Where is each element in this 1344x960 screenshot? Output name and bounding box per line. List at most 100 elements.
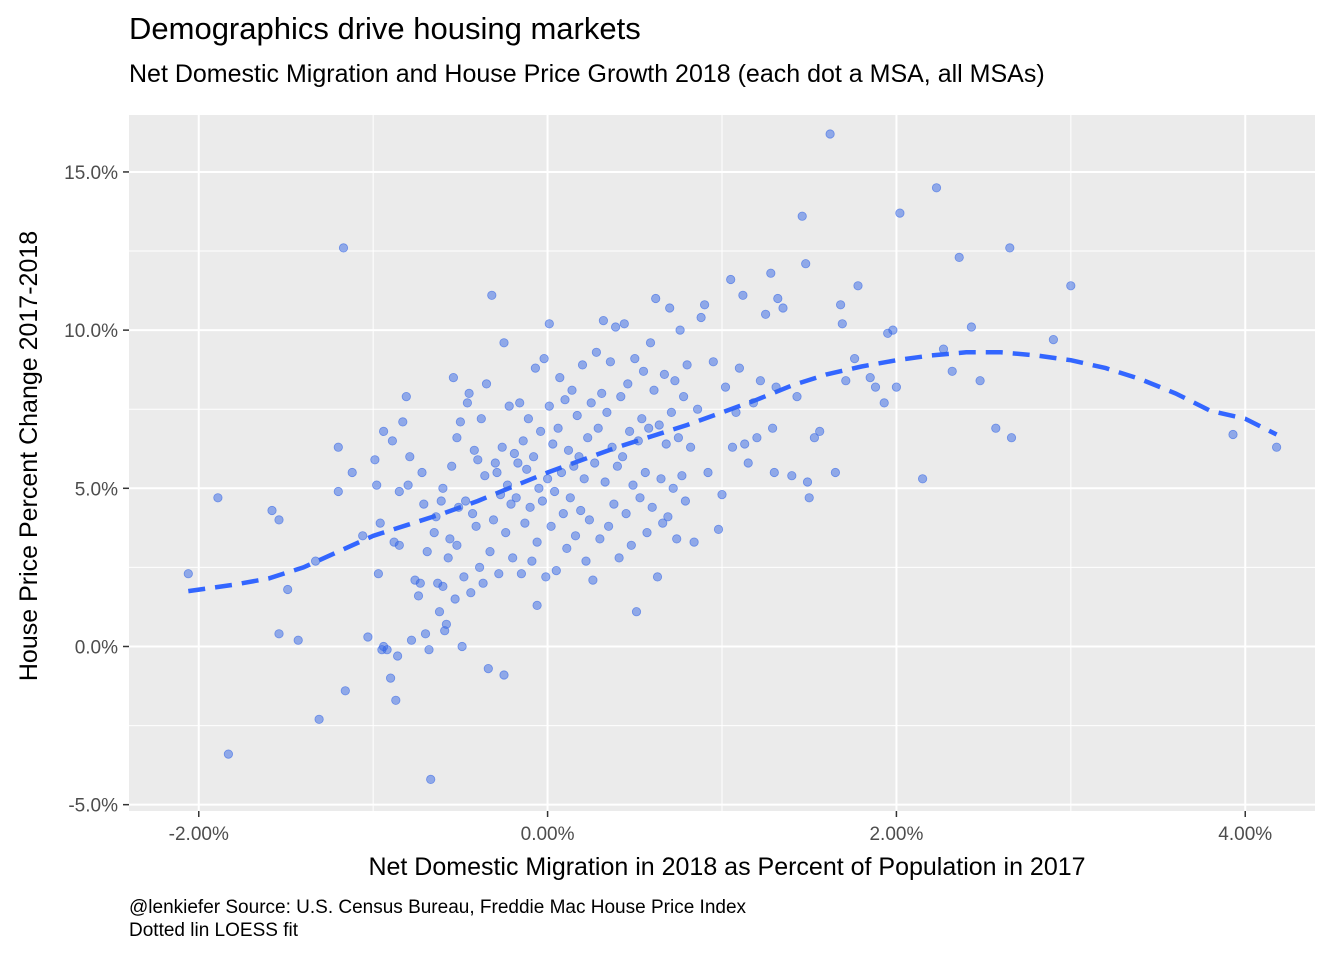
data-point [333, 442, 343, 452]
y-tick-label: 5.0% [75, 479, 118, 500]
data-point [720, 382, 731, 392]
data-point [954, 252, 964, 262]
data-point [539, 353, 549, 364]
data-point [460, 496, 471, 506]
data-point [849, 353, 860, 364]
data-point [447, 461, 457, 471]
data-point [755, 376, 766, 386]
data-point [577, 360, 588, 370]
x-tick-label: 4.00% [1218, 824, 1272, 845]
data-point [413, 591, 424, 601]
data-point [424, 645, 434, 655]
data-point [426, 774, 436, 785]
data-point [565, 493, 575, 503]
data-point [593, 423, 603, 433]
data-point [879, 398, 889, 408]
data-point [631, 607, 642, 617]
loess-line [187, 350, 1278, 594]
data-point [672, 534, 682, 544]
data-point [462, 398, 472, 408]
data-point [431, 512, 441, 522]
data-point [610, 322, 621, 332]
data-point [183, 569, 193, 579]
data-point [624, 426, 635, 436]
data-point [647, 502, 657, 512]
data-point [738, 290, 748, 300]
y-tick-label: 15.0% [64, 163, 118, 184]
data-point [638, 366, 649, 376]
data-point [452, 540, 462, 550]
data-point [621, 508, 631, 519]
data-point [623, 379, 633, 389]
data-point [630, 353, 640, 364]
data-point [555, 372, 565, 383]
data-point [830, 467, 841, 478]
data-point [548, 439, 558, 449]
data-point [891, 382, 902, 392]
y-tick-label: 0.0% [75, 637, 118, 658]
data-point [520, 518, 530, 528]
data-point [494, 569, 504, 579]
data-point [888, 325, 898, 335]
data-point [406, 635, 417, 645]
y-tick-label: -5.0% [68, 796, 118, 817]
data-point [549, 486, 560, 497]
data-point [651, 293, 661, 304]
data-point [607, 442, 617, 452]
data-point [532, 537, 542, 547]
x-tick-label: 0.00% [521, 824, 575, 845]
data-point [666, 407, 677, 417]
data-point [457, 641, 467, 652]
data-point [797, 211, 807, 221]
data-point [481, 379, 492, 389]
data-point [975, 376, 985, 386]
data-point [767, 423, 778, 433]
data-point [417, 467, 427, 478]
data-point [492, 467, 502, 478]
data-point [685, 442, 696, 452]
data-point [314, 714, 324, 724]
data-point [682, 360, 692, 370]
data-point [837, 319, 847, 329]
data-point [387, 436, 397, 446]
data-point [471, 521, 481, 531]
data-point [658, 518, 668, 528]
data-point [544, 319, 554, 329]
data-point [661, 439, 671, 449]
data-point [283, 584, 293, 595]
data-point [422, 546, 432, 557]
data-point [579, 474, 589, 484]
data-point [443, 553, 453, 563]
data-point [633, 436, 643, 446]
data-point [452, 433, 462, 443]
data-point [614, 553, 624, 563]
data-point [333, 486, 343, 497]
data-point [438, 483, 448, 493]
data-point [338, 243, 349, 253]
data-point [415, 578, 425, 588]
data-point [605, 357, 616, 367]
data-point [656, 474, 666, 484]
data-point [635, 493, 645, 503]
data-point [434, 607, 445, 617]
data-point [459, 572, 469, 582]
data-point [766, 268, 776, 278]
grid-minor [129, 115, 1315, 811]
data-point [588, 575, 598, 585]
data-point [581, 556, 591, 566]
data-point [541, 572, 551, 582]
data-point [358, 531, 368, 541]
data-point [696, 312, 706, 323]
data-point [394, 540, 404, 550]
data-point [602, 407, 612, 417]
data-point [598, 315, 609, 326]
data-point [991, 423, 1001, 433]
data-point [692, 404, 703, 414]
data-point [267, 505, 277, 516]
data-point [403, 480, 413, 490]
data-point [530, 363, 541, 373]
data-point [1272, 442, 1282, 452]
data-point [675, 325, 685, 335]
data-point [748, 398, 759, 408]
data-point [644, 423, 654, 433]
